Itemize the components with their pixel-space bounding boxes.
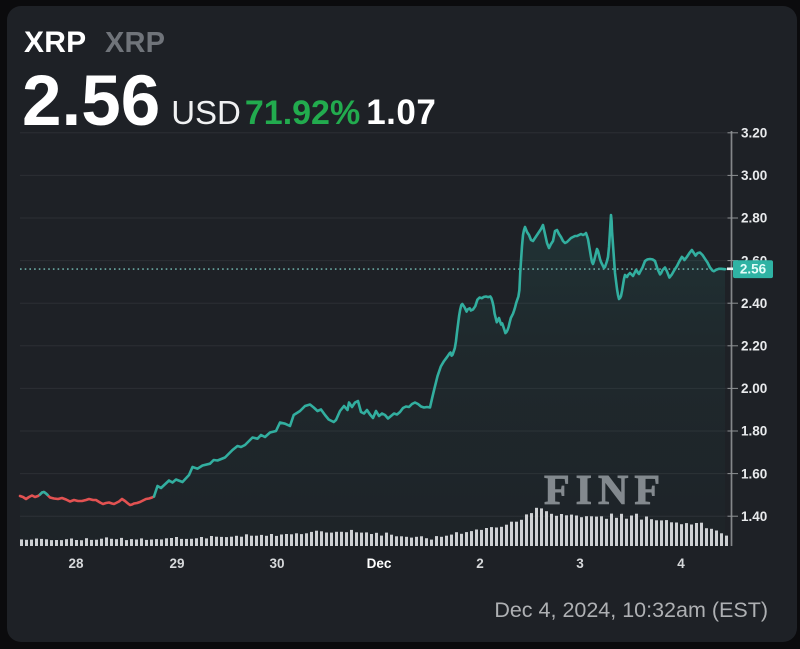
svg-text:2.20: 2.20: [741, 339, 767, 354]
svg-text:3: 3: [576, 556, 584, 571]
svg-text:2.00: 2.00: [741, 381, 767, 396]
svg-text:2.56: 2.56: [740, 262, 767, 277]
svg-text:29: 29: [169, 556, 184, 571]
svg-text:2.40: 2.40: [741, 296, 767, 311]
svg-text:1.80: 1.80: [741, 424, 767, 439]
svg-text:1.60: 1.60: [741, 466, 767, 481]
svg-text:30: 30: [269, 556, 284, 571]
svg-text:3.00: 3.00: [741, 168, 767, 183]
svg-text:Dec: Dec: [367, 556, 392, 571]
svg-text:3.20: 3.20: [741, 126, 767, 141]
svg-text:28: 28: [68, 556, 84, 571]
svg-text:2: 2: [476, 556, 484, 571]
svg-text:2.80: 2.80: [741, 211, 767, 226]
svg-text:1.40: 1.40: [741, 509, 767, 524]
svg-text:4: 4: [677, 556, 685, 571]
